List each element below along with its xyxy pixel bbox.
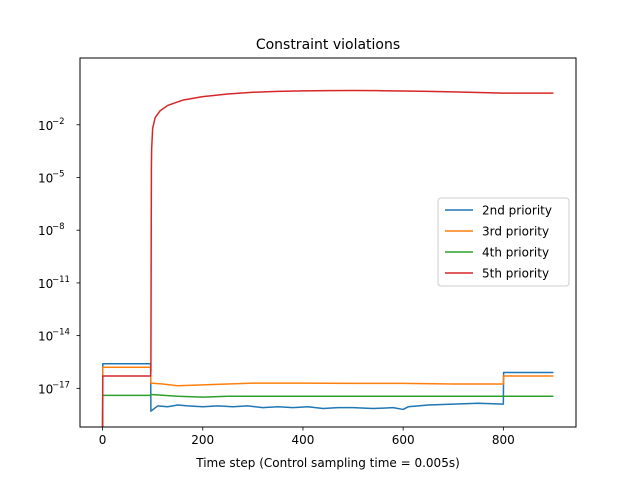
legend-label: 4th priority <box>482 246 549 260</box>
y-tick-label: 10−2 <box>38 117 65 133</box>
legend-label: 3rd priority <box>482 225 549 239</box>
legend-entry: 2nd priority <box>445 204 552 218</box>
y-tick-exponent: −17 <box>52 380 70 390</box>
y-tick-exponent: −14 <box>52 328 70 338</box>
legend-label: 2nd priority <box>482 204 552 218</box>
y-tick-base: 10 <box>38 277 53 291</box>
y-tick-base: 10 <box>38 382 53 396</box>
legend-entry: 3rd priority <box>445 225 549 239</box>
x-axis-label: Time step (Control sampling time = 0.005… <box>195 456 460 470</box>
x-tick-label: 800 <box>492 433 515 447</box>
legend-label: 5th priority <box>482 267 549 281</box>
y-tick-exponent: −11 <box>52 275 70 285</box>
legend-entry: 4th priority <box>445 246 549 260</box>
y-tick-label: 10−11 <box>38 275 70 291</box>
x-tick-label: 400 <box>291 433 314 447</box>
y-tick-base: 10 <box>38 330 53 344</box>
x-tick-label: 600 <box>392 433 415 447</box>
legend: 2nd priority 3rd priority 4th priority 5th … <box>437 197 570 287</box>
y-tick-exponent: −5 <box>52 169 65 179</box>
x-tick-label: 0 <box>99 433 107 447</box>
series-line-2th <box>101 362 554 427</box>
y-tick-base: 10 <box>38 224 53 238</box>
series-line-4th <box>101 393 554 427</box>
plot-frame <box>79 57 577 428</box>
y-tick-label: 10−8 <box>38 222 65 238</box>
series-line-5th <box>101 89 554 427</box>
chart-title: Constraint violations <box>256 37 400 53</box>
legend-entry: 5th priority <box>445 267 549 281</box>
x-tick-label: 200 <box>191 433 214 447</box>
x-axis: 0 200 400 600 800 <box>99 427 515 447</box>
y-tick-label: 10−14 <box>38 328 70 344</box>
y-tick-exponent: −8 <box>52 222 65 232</box>
series-layer <box>101 89 554 427</box>
legend-box <box>437 197 570 287</box>
y-tick-base: 10 <box>38 171 53 185</box>
y-tick-label: 10−17 <box>38 380 70 396</box>
y-tick-base: 10 <box>38 119 53 133</box>
y-tick-exponent: −2 <box>52 117 65 127</box>
y-tick-label: 10−5 <box>38 169 65 185</box>
